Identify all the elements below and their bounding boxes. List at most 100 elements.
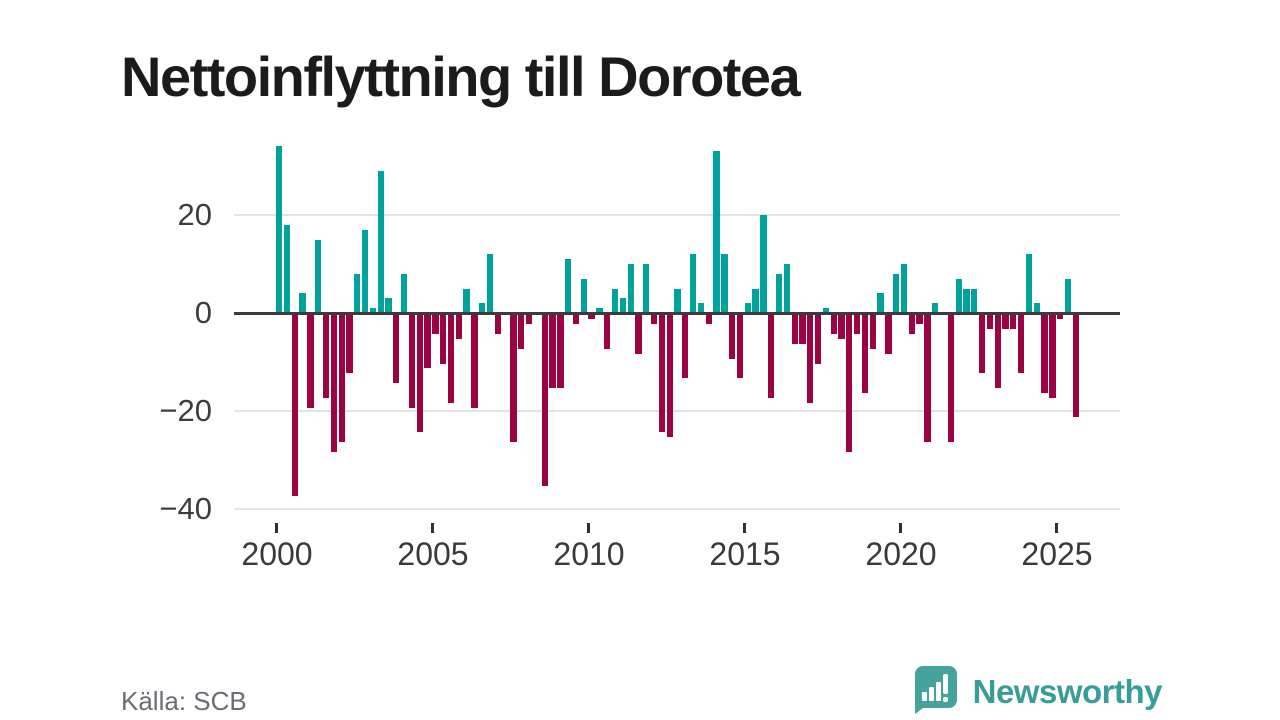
bar-2014-Q2 <box>721 254 728 313</box>
bar-2022-Q3 <box>978 314 986 374</box>
bar-2017-Q2 <box>814 314 822 364</box>
bar-2003-Q3 <box>385 298 392 313</box>
bar-2009-Q2 <box>565 259 572 313</box>
bar-2005-Q4 <box>455 314 462 339</box>
bar-2011-Q3 <box>635 314 642 354</box>
y-axis-label: 0 <box>194 295 212 330</box>
bar-2001-Q3 <box>322 314 330 398</box>
bar-2017-Q4 <box>830 314 837 335</box>
bar-2015-Q2 <box>752 288 759 313</box>
bar-2016-Q2 <box>783 264 790 313</box>
bar-2011-Q4 <box>643 264 650 313</box>
bar-2001-Q1 <box>307 314 314 408</box>
gridline-y-20 <box>234 410 1120 412</box>
bar-2022-Q1 <box>963 288 970 313</box>
bar-2002-Q3 <box>354 273 361 313</box>
bar-2019-Q2 <box>877 293 884 313</box>
bar-2013-Q2 <box>689 254 697 313</box>
y-axis-label: 20 <box>177 197 212 232</box>
bar-2015-Q3 <box>760 215 767 313</box>
newsworthy-branding: Newsworthy <box>911 664 1163 719</box>
bar-2011-Q1 <box>619 298 626 313</box>
page-title: Nettoinflyttning till Dorotea <box>121 44 801 108</box>
bar-2001-Q2 <box>315 239 322 313</box>
bar-2010-Q1 <box>588 314 595 320</box>
source-caption: Källa: SCB <box>121 686 247 716</box>
bar-2021-Q3 <box>947 314 955 442</box>
bar-2017-Q3 <box>822 308 830 313</box>
newsworthy-wordmark: Newsworthy <box>972 672 1163 710</box>
bar-2004-Q3 <box>416 314 423 433</box>
newsworthy-logo-icon <box>911 664 959 719</box>
bar-2000-Q1 <box>276 146 283 313</box>
x-axis-label: 2015 <box>709 536 781 572</box>
bar-2012-Q4 <box>674 288 681 313</box>
bar-2004-Q4 <box>424 314 431 369</box>
bar-2016-Q3 <box>791 314 798 344</box>
y-axis-label: −40 <box>159 491 212 526</box>
bar-2015-Q1 <box>744 303 751 313</box>
bar-2024-Q2 <box>1033 303 1040 313</box>
x-axis-label: 2025 <box>1021 536 1093 572</box>
bar-2007-Q3 <box>510 314 517 442</box>
bar-2013-Q4 <box>705 314 712 325</box>
bar-2011-Q2 <box>627 264 634 313</box>
bar-2013-Q1 <box>682 314 689 379</box>
bar-2019-Q4 <box>893 273 900 313</box>
bar-2000-Q4 <box>299 293 306 313</box>
bar-2004-Q2 <box>408 314 416 408</box>
gridline-y20 <box>234 214 1120 216</box>
x-axis-tick <box>587 523 590 533</box>
bar-2010-Q2 <box>596 308 603 313</box>
bar-2005-Q1 <box>432 314 439 335</box>
bar-2024-Q3 <box>1041 314 1048 393</box>
bar-2012-Q1 <box>650 314 658 325</box>
bar-2025-Q1 <box>1057 314 1064 320</box>
bar-2008-Q1 <box>525 314 533 325</box>
bar-2006-Q1 <box>463 288 470 313</box>
x-axis-tick <box>1055 523 1058 533</box>
bar-2002-Q4 <box>361 229 369 313</box>
bar-2021-Q4 <box>955 278 962 313</box>
bar-2006-Q2 <box>471 314 478 408</box>
bar-2020-Q4 <box>924 314 931 442</box>
x-axis-label: 2020 <box>865 536 937 572</box>
bar-2017-Q1 <box>807 314 814 403</box>
bar-2025-Q3 <box>1072 314 1079 418</box>
bar-2014-Q3 <box>729 314 736 359</box>
bar-2003-Q1 <box>369 308 377 313</box>
x-axis-tick <box>743 523 746 533</box>
bar-2003-Q2 <box>377 170 384 313</box>
bar-2023-Q4 <box>1017 314 1025 374</box>
bar-2019-Q1 <box>869 314 876 349</box>
y-axis-label: −20 <box>159 393 212 428</box>
bar-2009-Q4 <box>580 278 587 313</box>
bar-2018-Q2 <box>846 314 853 452</box>
bar-2002-Q2 <box>346 314 353 374</box>
x-axis-label: 2000 <box>241 536 313 572</box>
bar-2022-Q4 <box>986 314 994 330</box>
bar-2023-Q3 <box>1010 314 1017 330</box>
bar-2010-Q3 <box>604 314 611 349</box>
bar-2005-Q2 <box>440 314 447 364</box>
bar-2023-Q2 <box>1002 314 1009 330</box>
bar-2025-Q2 <box>1064 278 1072 313</box>
bar-2004-Q1 <box>401 273 408 313</box>
bar-2000-Q2 <box>283 224 291 313</box>
bar-2001-Q4 <box>330 314 338 452</box>
bar-2005-Q3 <box>447 314 455 403</box>
bar-2022-Q2 <box>971 288 978 313</box>
bar-2014-Q4 <box>736 314 744 379</box>
bar-2015-Q4 <box>768 314 775 398</box>
bar-2008-Q4 <box>549 314 556 388</box>
bar-2023-Q1 <box>994 314 1001 388</box>
bar-2010-Q4 <box>611 288 619 313</box>
bar-2016-Q1 <box>775 273 783 313</box>
bar-2008-Q3 <box>541 314 548 486</box>
gridline-y-40 <box>234 508 1120 510</box>
x-axis-tick <box>899 523 902 533</box>
bar-2020-Q3 <box>916 314 923 325</box>
bar-2013-Q3 <box>697 303 705 313</box>
bar-2009-Q1 <box>557 314 564 388</box>
